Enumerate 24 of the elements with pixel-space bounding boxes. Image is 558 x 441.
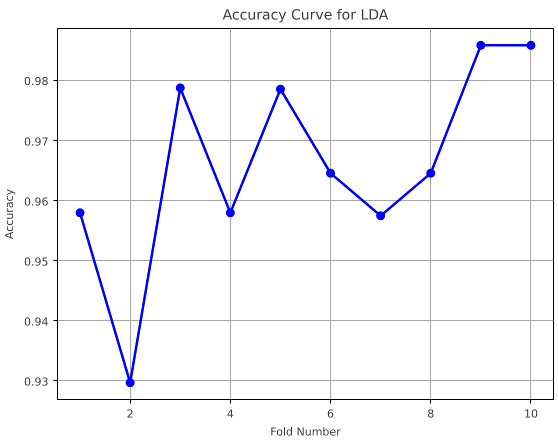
point [226,208,235,218]
point [426,168,436,178]
point [76,208,85,218]
chart-title: Accuracy Curve for LDA [222,8,389,24]
x-axis-title: Fold Number [270,426,342,438]
point [326,168,336,178]
y-axis-title: Accuracy [3,188,16,240]
y-tick-label: 0.94 [24,315,49,328]
y-tick-label: 0.98 [24,75,49,88]
x-tick-label: 4 [226,408,234,420]
y-tick-label: 0.97 [24,135,49,148]
y-tick-label: 0.93 [24,375,49,388]
point [176,83,185,92]
y-tick-label: 0.95 [24,255,49,268]
point [376,211,386,220]
x-tick-label: 8 [427,408,434,420]
x-tick-label: 6 [327,408,334,420]
point [126,378,135,388]
point [526,40,536,50]
point [276,84,285,94]
y-tick-label: 0.96 [24,195,49,208]
x-tick-label: 10 [524,408,538,420]
x-tick-label: 2 [126,408,134,420]
point [476,40,486,50]
